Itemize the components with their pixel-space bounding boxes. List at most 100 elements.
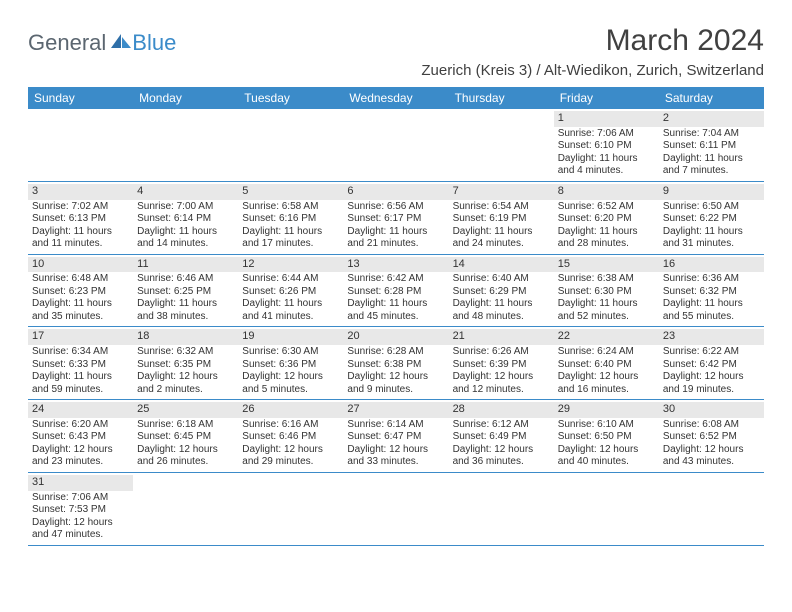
dow-header: Wednesday [343,87,448,109]
day-cell: 27Sunrise: 6:14 AMSunset: 6:47 PMDayligh… [343,400,448,472]
day-line: Daylight: 12 hours [558,444,655,457]
day-line: Daylight: 11 hours [453,226,550,239]
day-line: Sunrise: 6:10 AM [558,419,655,432]
day-cell: 2Sunrise: 7:04 AMSunset: 6:11 PMDaylight… [659,109,764,181]
day-line: Sunrise: 7:06 AM [32,492,129,505]
day-line: Sunrise: 6:46 AM [137,273,234,286]
day-line: Sunset: 6:20 PM [558,213,655,226]
day-line: Sunrise: 6:20 AM [32,419,129,432]
day-line: Sunset: 6:42 PM [663,359,760,372]
calendar: SundayMondayTuesdayWednesdayThursdayFrid… [28,87,764,546]
dow-header: Friday [554,87,659,109]
dow-header: Tuesday [238,87,343,109]
day-line: Daylight: 12 hours [453,444,550,457]
day-cell: 19Sunrise: 6:30 AMSunset: 6:36 PMDayligh… [238,327,343,399]
day-line: Sunset: 7:53 PM [32,504,129,517]
day-line: Daylight: 11 hours [347,298,444,311]
day-line: Daylight: 12 hours [453,371,550,384]
day-cell [28,109,133,181]
day-line: Sunset: 6:13 PM [32,213,129,226]
day-line: and 33 minutes. [347,456,444,469]
day-line: Daylight: 11 hours [347,226,444,239]
day-line: Sunrise: 7:04 AM [663,128,760,141]
day-cell [449,473,554,545]
day-number: 24 [28,402,133,418]
day-line: Daylight: 12 hours [347,371,444,384]
day-line: Sunrise: 6:42 AM [347,273,444,286]
day-line: Daylight: 11 hours [32,226,129,239]
day-line: Daylight: 12 hours [137,444,234,457]
day-line: Sunrise: 6:30 AM [242,346,339,359]
day-cell: 5Sunrise: 6:58 AMSunset: 6:16 PMDaylight… [238,182,343,254]
day-number: 15 [554,257,659,273]
day-line: Daylight: 11 hours [663,298,760,311]
day-line: Sunrise: 6:52 AM [558,201,655,214]
day-cell: 12Sunrise: 6:44 AMSunset: 6:26 PMDayligh… [238,255,343,327]
day-number: 7 [449,184,554,200]
day-line: Sunrise: 6:22 AM [663,346,760,359]
week-row: 10Sunrise: 6:48 AMSunset: 6:23 PMDayligh… [28,255,764,328]
day-line: Daylight: 12 hours [242,371,339,384]
dow-header: Sunday [28,87,133,109]
day-line: Sunset: 6:26 PM [242,286,339,299]
day-cell [343,473,448,545]
day-line: Sunset: 6:52 PM [663,431,760,444]
day-line: Sunset: 6:49 PM [453,431,550,444]
day-line: and 11 minutes. [32,238,129,251]
day-line: Sunset: 6:45 PM [137,431,234,444]
day-number: 12 [238,257,343,273]
day-line: Daylight: 11 hours [32,371,129,384]
day-line: Daylight: 12 hours [32,444,129,457]
day-line: Sunset: 6:46 PM [242,431,339,444]
day-line: and 7 minutes. [663,165,760,178]
dow-header-row: SundayMondayTuesdayWednesdayThursdayFrid… [28,87,764,109]
day-line: Daylight: 12 hours [558,371,655,384]
day-line: Daylight: 11 hours [32,298,129,311]
day-line: Sunrise: 6:36 AM [663,273,760,286]
day-line: and 9 minutes. [347,384,444,397]
day-line: Sunrise: 6:32 AM [137,346,234,359]
title-block: March 2024 Zuerich (Kreis 3) / Alt-Wiedi… [421,24,764,79]
day-line: Sunrise: 6:24 AM [558,346,655,359]
day-cell [133,109,238,181]
day-line: and 21 minutes. [347,238,444,251]
day-line: Sunrise: 6:44 AM [242,273,339,286]
day-number: 22 [554,329,659,345]
day-line: Sunrise: 6:56 AM [347,201,444,214]
day-line: Daylight: 12 hours [32,517,129,530]
day-number: 11 [133,257,238,273]
day-line: Sunrise: 6:34 AM [32,346,129,359]
day-number: 27 [343,402,448,418]
day-line: Sunrise: 7:02 AM [32,201,129,214]
day-line: Sunset: 6:35 PM [137,359,234,372]
day-number: 5 [238,184,343,200]
week-row: 31Sunrise: 7:06 AMSunset: 7:53 PMDayligh… [28,473,764,546]
day-cell [659,473,764,545]
day-line: Sunset: 6:40 PM [558,359,655,372]
day-line: Sunset: 6:36 PM [242,359,339,372]
day-line: Sunrise: 6:26 AM [453,346,550,359]
dow-header: Thursday [449,87,554,109]
day-cell [449,109,554,181]
day-line: Sunrise: 6:14 AM [347,419,444,432]
day-line: Sunrise: 6:18 AM [137,419,234,432]
day-cell: 1Sunrise: 7:06 AMSunset: 6:10 PMDaylight… [554,109,659,181]
day-line: Sunrise: 6:40 AM [453,273,550,286]
day-line: Daylight: 11 hours [558,298,655,311]
day-cell: 16Sunrise: 6:36 AMSunset: 6:32 PMDayligh… [659,255,764,327]
day-line: Sunrise: 6:16 AM [242,419,339,432]
day-line: Sunset: 6:29 PM [453,286,550,299]
day-line: and 59 minutes. [32,384,129,397]
page-title: March 2024 [421,24,764,58]
day-cell [238,109,343,181]
day-cell: 11Sunrise: 6:46 AMSunset: 6:25 PMDayligh… [133,255,238,327]
day-cell: 10Sunrise: 6:48 AMSunset: 6:23 PMDayligh… [28,255,133,327]
day-cell: 29Sunrise: 6:10 AMSunset: 6:50 PMDayligh… [554,400,659,472]
day-line: Sunset: 6:47 PM [347,431,444,444]
day-line: Sunset: 6:25 PM [137,286,234,299]
day-line: and 52 minutes. [558,311,655,324]
day-line: and 55 minutes. [663,311,760,324]
day-line: Sunrise: 6:58 AM [242,201,339,214]
day-cell [133,473,238,545]
day-cell: 9Sunrise: 6:50 AMSunset: 6:22 PMDaylight… [659,182,764,254]
